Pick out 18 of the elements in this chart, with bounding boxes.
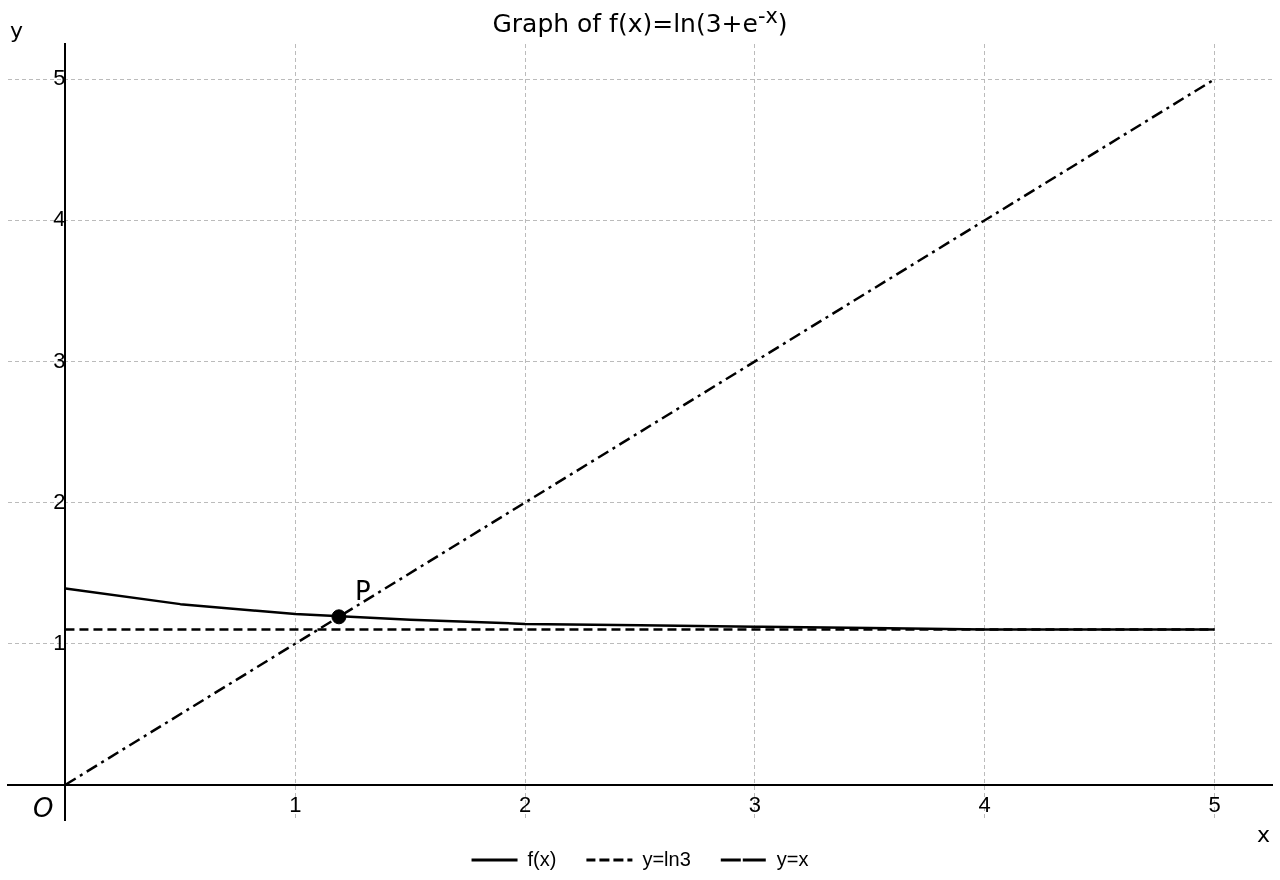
legend-label: y=x <box>776 847 809 870</box>
x-tick-label: 2 <box>518 791 532 817</box>
y-tick-label: 4 <box>53 206 66 232</box>
x-axis-title: x <box>1256 822 1270 848</box>
legend-label: f(x) <box>527 847 557 870</box>
y-axis-title: y <box>10 17 24 43</box>
x-tick-label: 4 <box>978 791 991 817</box>
annotation: P <box>354 575 371 606</box>
y-tick-label: 3 <box>53 347 66 373</box>
x-tick-label: 5 <box>1208 791 1221 817</box>
x-tick-label: 1 <box>289 791 302 817</box>
y-tick-label: 5 <box>53 65 66 91</box>
annotation: O <box>32 793 54 824</box>
chart-title: Graph of f(x)=ln(3+e$^{-x}$) <box>492 4 788 39</box>
y-tick-label: 1 <box>53 629 66 655</box>
legend-label: y=ln3 <box>642 847 691 870</box>
x-tick-label: 3 <box>748 791 762 817</box>
y-tick-label: 2 <box>53 488 66 514</box>
